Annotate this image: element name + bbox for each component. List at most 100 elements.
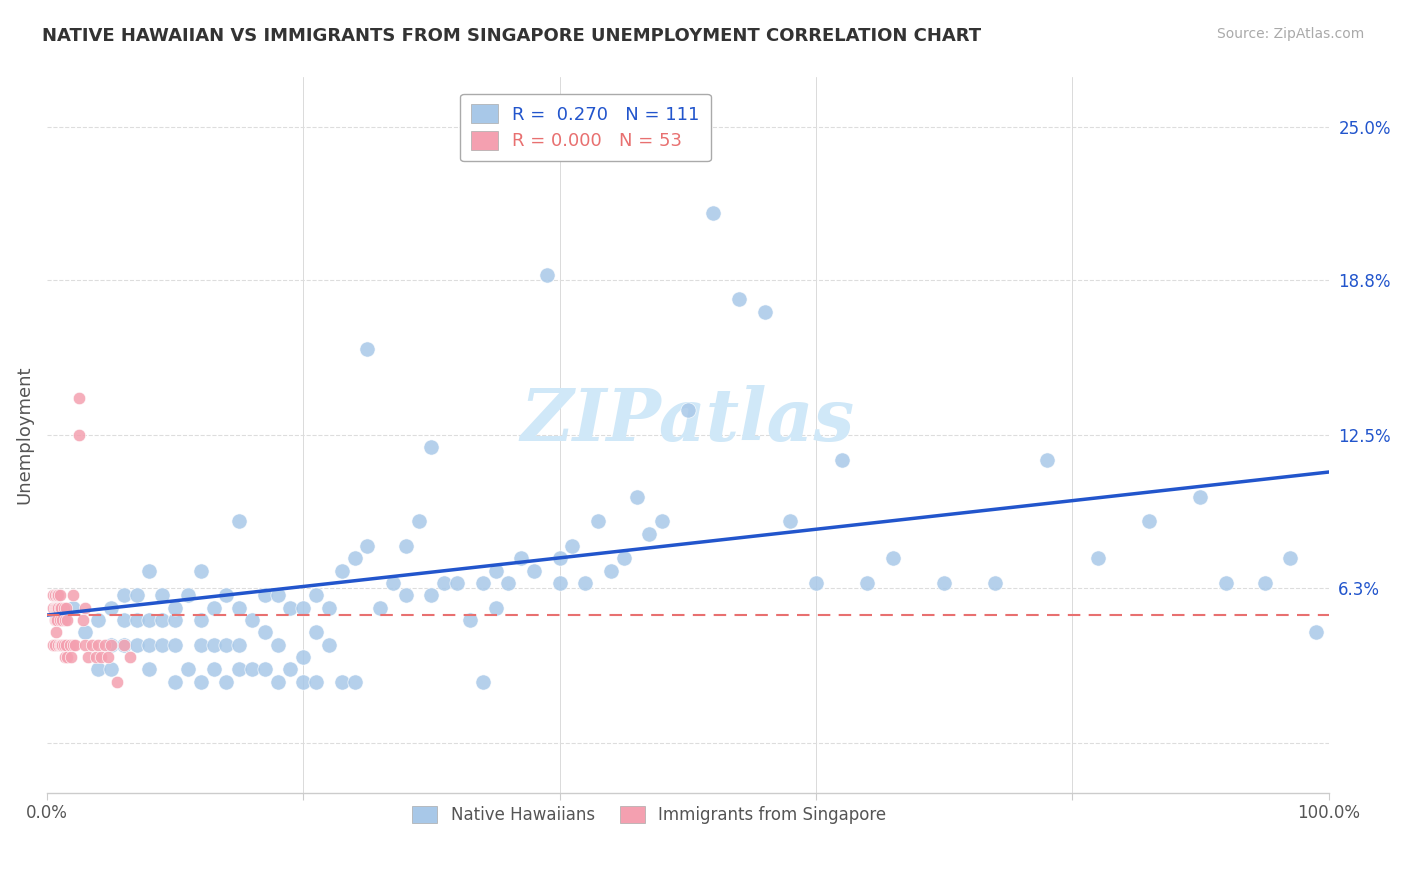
Point [368,600,391,615]
Point [125,613,148,627]
Point [177,662,200,676]
Point [804,576,827,591]
Point [190,638,212,652]
Point [561,539,583,553]
Point [215,674,238,689]
Point [613,551,636,566]
Point [72,613,94,627]
Point [62,638,84,652]
Point [165,638,187,652]
Point [112,638,135,652]
Point [150,613,173,627]
Point [44,600,66,615]
Point [100,638,122,652]
Point [42,600,65,615]
Point [42,638,65,652]
Point [46,600,69,615]
Point [138,613,160,627]
Point [586,514,609,528]
Point [253,588,276,602]
Point [45,600,67,615]
Point [100,662,122,676]
Point [882,551,904,566]
Text: NATIVE HAWAIIAN VS IMMIGRANTS FROM SINGAPORE UNEMPLOYMENT CORRELATION CHART: NATIVE HAWAIIAN VS IMMIGRANTS FROM SINGA… [42,27,981,45]
Point [165,674,187,689]
Point [120,650,142,665]
Point [46,588,69,602]
Point [471,674,494,689]
Point [433,576,456,591]
Point [228,638,250,652]
Point [779,514,801,528]
Point [484,564,506,578]
Point [48,588,70,602]
Point [56,650,79,665]
Point [48,600,70,615]
Point [548,551,571,566]
Point [292,674,315,689]
Point [67,391,90,405]
Point [266,588,288,602]
Point [305,588,328,602]
Point [280,662,302,676]
Point [44,588,66,602]
Point [1215,576,1237,591]
Point [292,600,315,615]
Point [125,588,148,602]
Point [75,600,97,615]
Point [356,342,378,356]
Point [105,674,128,689]
Point [228,514,250,528]
Point [1189,490,1212,504]
Point [458,613,481,627]
Point [1253,576,1275,591]
Point [125,638,148,652]
Point [42,588,65,602]
Point [97,650,120,665]
Point [651,514,673,528]
Point [77,650,100,665]
Point [215,638,238,652]
Point [45,613,67,627]
Point [44,613,66,627]
Point [112,613,135,627]
Point [381,576,404,591]
Point [446,576,468,591]
Point [202,662,225,676]
Text: Source: ZipAtlas.com: Source: ZipAtlas.com [1216,27,1364,41]
Point [240,613,263,627]
Y-axis label: Unemployment: Unemployment [15,366,32,504]
Point [343,551,366,566]
Point [75,638,97,652]
Point [87,613,110,627]
Point [932,576,955,591]
Point [728,293,751,307]
Point [420,441,443,455]
Point [599,564,621,578]
Point [55,600,77,615]
Point [984,576,1007,591]
Point [60,650,83,665]
Point [150,588,173,602]
Point [305,625,328,640]
Point [55,638,77,652]
Point [356,539,378,553]
Point [510,551,533,566]
Point [49,600,72,615]
Point [702,206,724,220]
Point [215,588,238,602]
Point [240,662,263,676]
Point [471,576,494,591]
Point [48,638,70,652]
Point [330,564,353,578]
Point [138,662,160,676]
Point [90,650,112,665]
Point [754,304,776,318]
Point [831,452,853,467]
Point [112,588,135,602]
Point [202,600,225,615]
Point [67,428,90,442]
Point [46,613,69,627]
Point [1305,625,1327,640]
Point [202,638,225,652]
